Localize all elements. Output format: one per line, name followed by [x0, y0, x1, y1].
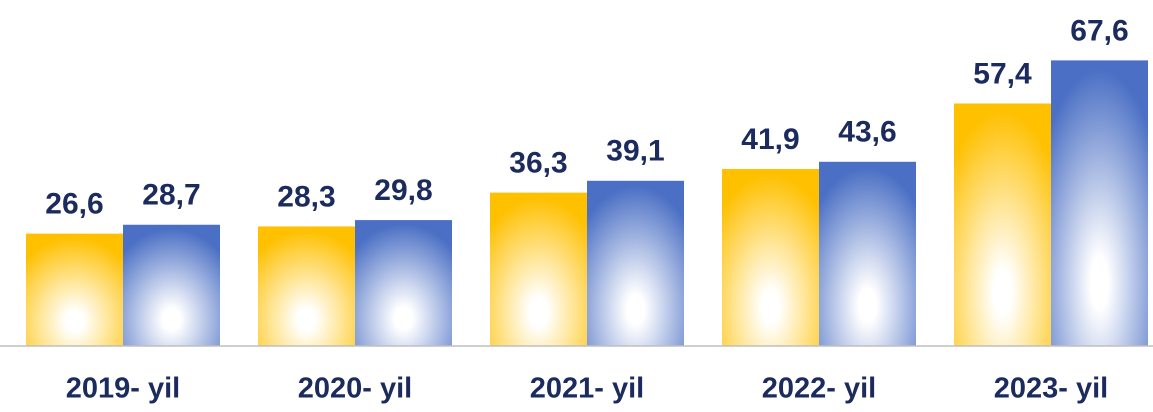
value-label: 41,9	[741, 123, 799, 156]
value-label: 28,3	[277, 180, 335, 213]
bar	[26, 233, 123, 346]
bar	[587, 180, 684, 346]
bar	[722, 168, 819, 346]
bar	[355, 220, 452, 346]
value-label: 29,8	[374, 174, 432, 207]
value-label: 67,6	[1070, 14, 1128, 47]
value-label: 26,6	[45, 188, 103, 221]
x-tick-label: 2023- yil	[994, 373, 1108, 405]
value-label: 28,7	[142, 179, 200, 212]
x-tick-label: 2022- yil	[762, 373, 876, 405]
x-tick-label: 2021- yil	[530, 373, 644, 405]
bar	[819, 161, 916, 346]
bar	[490, 192, 587, 346]
bar	[1051, 60, 1148, 346]
value-label: 43,6	[838, 116, 896, 149]
x-tick-label: 2020- yil	[298, 373, 412, 405]
bar	[123, 224, 220, 346]
value-label: 57,4	[973, 57, 1032, 90]
bar	[258, 226, 355, 346]
value-label: 39,1	[606, 135, 664, 168]
value-label: 36,3	[509, 147, 567, 180]
bar	[954, 103, 1051, 346]
x-tick-label: 2019- yil	[66, 373, 180, 405]
